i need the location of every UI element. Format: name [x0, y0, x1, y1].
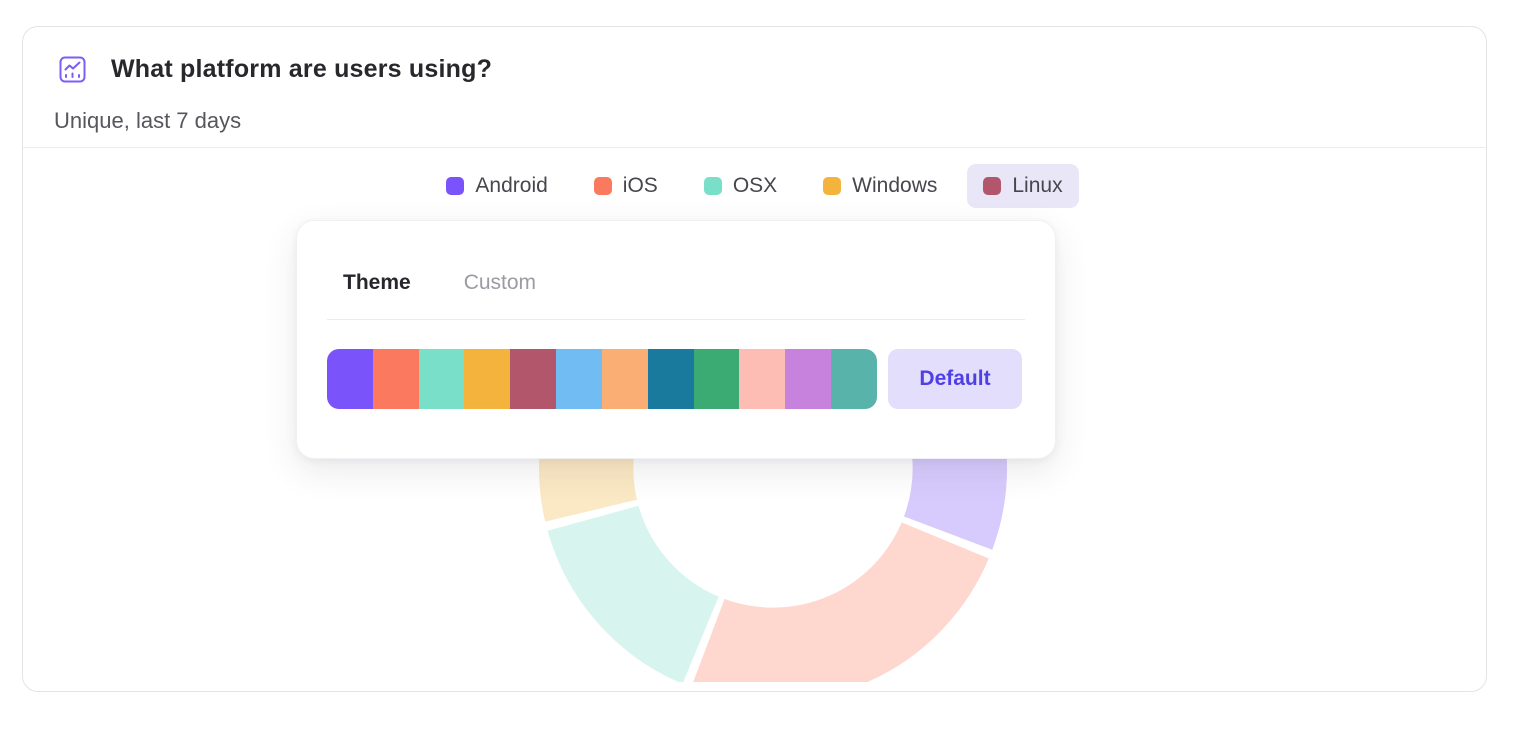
card-subtitle: Unique, last 7 days [54, 108, 242, 133]
palette-chip-10[interactable] [739, 349, 786, 409]
legend-item-linux[interactable]: Linux [967, 164, 1079, 208]
legend-label: Linux [1012, 174, 1063, 197]
card-header: What platform are users using? Unique, l… [23, 27, 1486, 148]
palette-chip-4[interactable] [464, 349, 511, 409]
chart-legend: Android iOS OSX Windows Linux [23, 164, 1486, 208]
palette-chip-7[interactable] [601, 349, 648, 409]
legend-item-windows[interactable]: Windows [807, 164, 953, 208]
default-theme-button[interactable]: Default [888, 349, 1022, 409]
popover-tabs: Theme Custom [343, 271, 536, 295]
legend-label: iOS [622, 174, 658, 197]
popover-divider [327, 319, 1025, 320]
palette-chip-9[interactable] [693, 349, 740, 409]
legend-label: Windows [852, 174, 938, 197]
page-title: What platform are users using? [111, 55, 493, 83]
legend-item-osx[interactable]: OSX [688, 164, 793, 208]
legend-swatch-icon [703, 177, 722, 195]
tab-theme[interactable]: Theme [343, 271, 411, 294]
palette-chip-1[interactable] [327, 349, 373, 409]
theme-palette-strip[interactable] [327, 349, 877, 409]
legend-label: Android [475, 174, 548, 197]
donut-segment-osx[interactable] [545, 503, 721, 682]
legend-swatch-icon [593, 177, 612, 195]
donut-segment-ios[interactable] [690, 520, 992, 682]
palette-chip-6[interactable] [556, 349, 602, 409]
palette-chip-2[interactable] [372, 349, 419, 409]
legend-label: OSX [732, 174, 778, 197]
palette-chip-11[interactable] [785, 349, 832, 409]
palette-chip-3[interactable] [418, 349, 465, 409]
tab-custom[interactable]: Custom [463, 271, 537, 294]
legend-swatch-icon [823, 177, 842, 195]
palette-chip-5[interactable] [510, 349, 557, 409]
platform-usage-card: What platform are users using? Unique, l… [22, 26, 1487, 692]
legend-swatch-icon [983, 177, 1002, 195]
legend-item-android[interactable]: Android [430, 164, 563, 208]
palette-chip-8[interactable] [647, 349, 694, 409]
legend-item-ios[interactable]: iOS [578, 164, 674, 208]
color-theme-popover: Theme Custom Default [296, 220, 1056, 459]
legend-swatch-icon [446, 177, 465, 195]
palette-chip-12[interactable] [831, 349, 877, 409]
trend-chart-icon [59, 56, 86, 83]
